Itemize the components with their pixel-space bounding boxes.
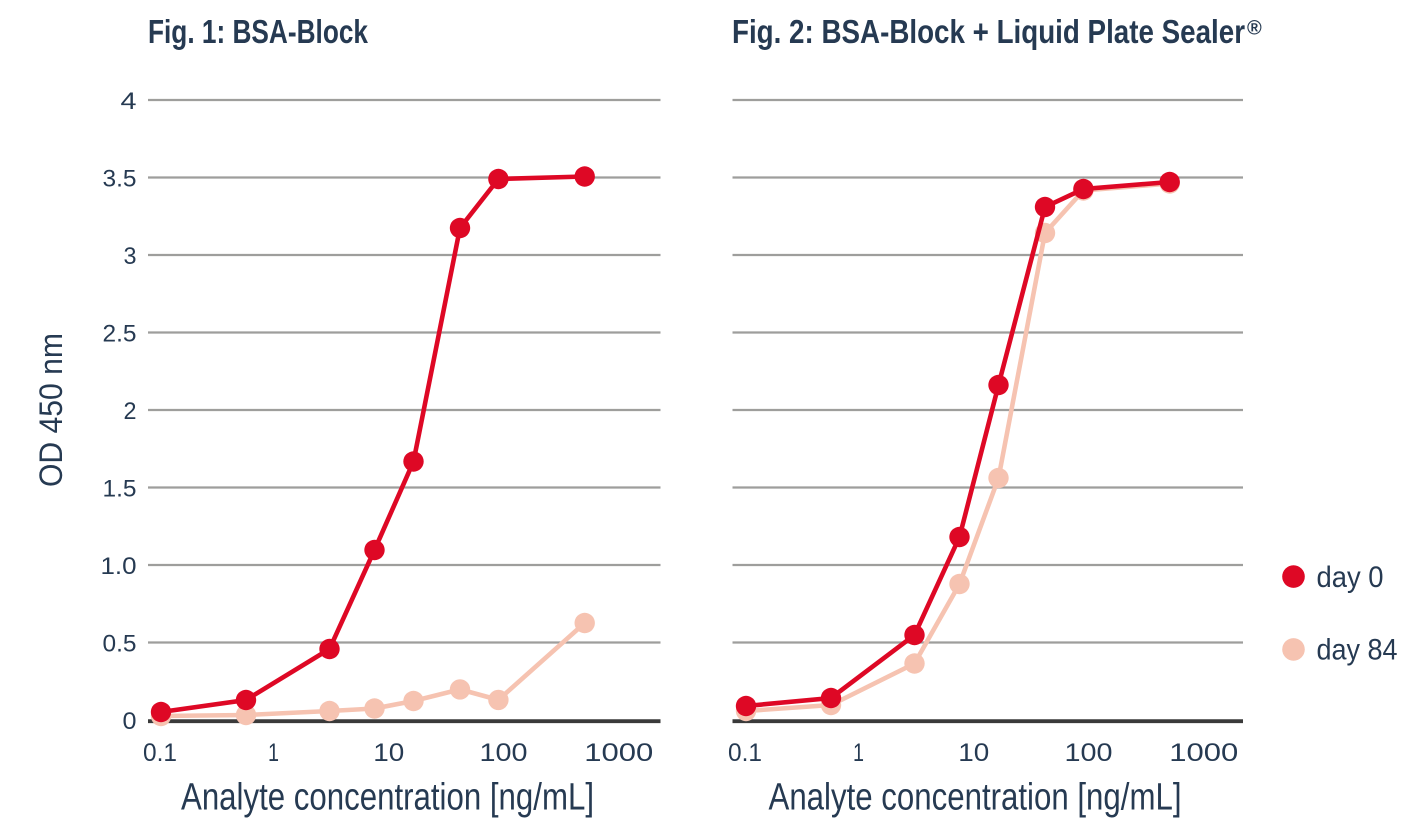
svg-text:1.5: 1.5 — [103, 476, 137, 503]
svg-text:4: 4 — [121, 88, 137, 115]
svg-text:OD 450 nm: OD 450 nm — [33, 333, 69, 487]
svg-text:100: 100 — [1065, 739, 1113, 767]
svg-text:1000: 1000 — [584, 739, 653, 767]
svg-text:1000: 1000 — [1169, 739, 1238, 767]
svg-text:10: 10 — [958, 739, 989, 767]
svg-text:0: 0 — [123, 708, 137, 735]
svg-text:day 84: day 84 — [1317, 634, 1398, 667]
svg-text:®: ® — [1247, 18, 1262, 40]
svg-text:Fig. 1: BSA-Block: Fig. 1: BSA-Block — [148, 13, 369, 50]
svg-text:0.1: 0.1 — [728, 739, 762, 767]
svg-text:Analyte concentration [ng/mL]: Analyte concentration [ng/mL] — [181, 777, 594, 819]
svg-text:0.1: 0.1 — [143, 739, 177, 767]
svg-text:0.5: 0.5 — [103, 631, 137, 658]
svg-text:10: 10 — [373, 739, 404, 767]
svg-text:Analyte concentration [ng/mL]: Analyte concentration [ng/mL] — [769, 777, 1182, 819]
svg-text:day 0: day 0 — [1317, 561, 1384, 594]
svg-text:2: 2 — [124, 398, 137, 425]
svg-text:2.5: 2.5 — [103, 321, 137, 348]
svg-text:1: 1 — [853, 739, 864, 767]
svg-text:1: 1 — [268, 739, 279, 767]
svg-text:3.5: 3.5 — [103, 166, 137, 193]
svg-text:3: 3 — [124, 243, 137, 270]
svg-text:1.0: 1.0 — [101, 553, 137, 580]
svg-text:100: 100 — [480, 739, 528, 767]
svg-text:Fig. 2: BSA-Block + Liquid Pla: Fig. 2: BSA-Block + Liquid Plate Sealer — [732, 13, 1245, 50]
